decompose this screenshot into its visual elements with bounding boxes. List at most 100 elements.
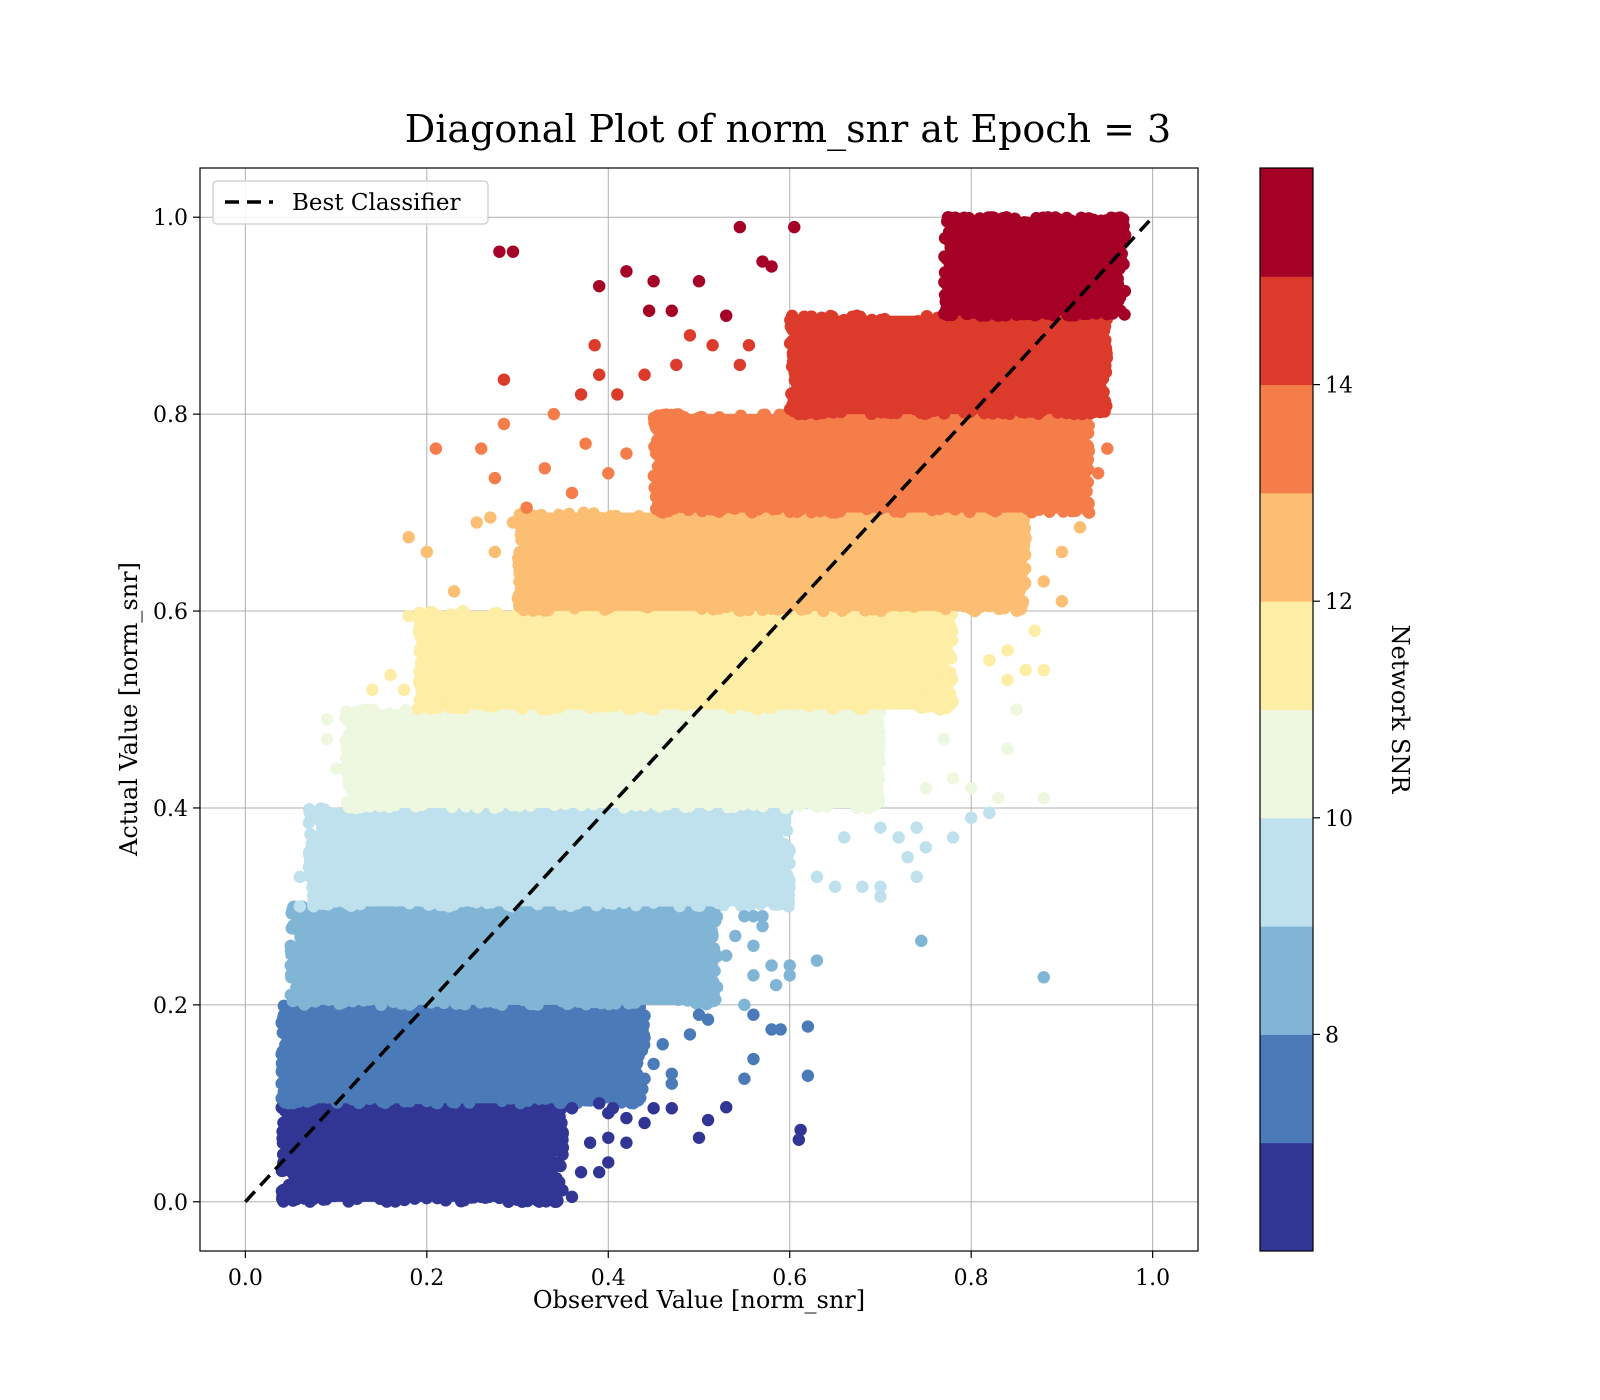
band-point (1004, 595, 1017, 608)
scatter-point (565, 486, 579, 500)
band-point (849, 785, 862, 798)
scatter-point (720, 1101, 733, 1114)
band-point (707, 894, 720, 907)
band-point (892, 402, 906, 415)
band-point (861, 749, 874, 762)
band-point (1081, 463, 1095, 476)
band-2 (284, 900, 724, 1011)
band-point (766, 856, 779, 869)
band-point (787, 697, 800, 710)
scatter-point (801, 1020, 815, 1033)
scatter-point (647, 1057, 660, 1071)
band-body (352, 709, 874, 808)
band-point (533, 992, 547, 1006)
band-point (557, 1093, 571, 1107)
scatter-point (919, 841, 933, 854)
colorbar-label: Network SNR (1386, 625, 1414, 795)
band-point (984, 502, 998, 516)
band-point (716, 502, 730, 516)
scatter-point (284, 939, 297, 952)
band-point (915, 701, 928, 715)
band-point (829, 506, 842, 519)
band-point (927, 404, 941, 417)
colorbar (1260, 168, 1313, 1252)
scatter-point (574, 388, 588, 401)
scatter-point (665, 304, 678, 317)
scatter-point (701, 1113, 715, 1127)
band-point (953, 252, 966, 265)
band-point (533, 1101, 546, 1114)
band-point (783, 402, 797, 416)
band-point (357, 704, 371, 717)
scatter-point (506, 245, 520, 258)
band-point (373, 1192, 387, 1205)
band-point (623, 797, 636, 811)
band-point (1007, 213, 1020, 227)
band-point (521, 1094, 534, 1108)
band-point (802, 379, 816, 392)
band-point (1025, 303, 1039, 317)
band-point (1080, 325, 1094, 338)
band-point (849, 725, 862, 738)
band-point (352, 1096, 366, 1110)
band-point (888, 505, 902, 518)
band-point (1020, 502, 1034, 515)
scatter-point (1001, 673, 1014, 687)
scatter-point (792, 1133, 805, 1146)
y-tick-label: 0.2 (153, 994, 188, 1019)
band-point (1084, 406, 1097, 420)
band-point (943, 304, 956, 318)
band-point (704, 956, 717, 969)
scatter-point (529, 1126, 542, 1140)
band-point (861, 501, 874, 515)
scatter-point (284, 988, 297, 1002)
band-point (373, 799, 387, 813)
band-point (590, 898, 603, 912)
band-point (702, 798, 716, 811)
colorbar-tick-label: 10 (1325, 807, 1353, 832)
scatter-point (647, 1102, 660, 1115)
scatter-point (611, 1023, 624, 1036)
band-point (727, 800, 741, 814)
band-point (1093, 229, 1106, 242)
band-point (442, 900, 456, 913)
band-point (667, 468, 680, 482)
band-point (298, 1192, 311, 1205)
x-tick-label: 0.2 (409, 1266, 444, 1291)
band-point (303, 805, 316, 819)
band-point (654, 505, 667, 518)
scatter-point (946, 772, 960, 785)
band-point (938, 232, 952, 245)
scatter-point (620, 1136, 633, 1149)
band-point (993, 602, 1006, 615)
band-point (541, 1166, 554, 1179)
band-point (938, 250, 951, 263)
band-point (408, 1192, 422, 1205)
band-point (1118, 284, 1132, 298)
band-point (322, 993, 335, 1006)
band-point (820, 796, 834, 810)
band-point (783, 505, 797, 518)
scatter-point (593, 1097, 606, 1110)
band-point (795, 388, 808, 401)
band-point (713, 411, 726, 424)
band-point (602, 700, 615, 713)
band-point (415, 700, 428, 714)
band-point (595, 511, 608, 525)
band-point (450, 1092, 463, 1105)
band-point (632, 1022, 645, 1036)
scatter-point (1028, 624, 1041, 637)
band-point (403, 896, 416, 910)
x-tick-label: 0.6 (772, 1266, 807, 1291)
band-point (768, 898, 781, 911)
band-point (805, 796, 819, 810)
band-point (784, 313, 797, 327)
band-point (526, 599, 540, 613)
band-point (948, 237, 961, 250)
band-point (1004, 403, 1017, 417)
band-point (632, 509, 646, 523)
band-point (535, 508, 548, 522)
band-point (1034, 402, 1048, 415)
band-point (957, 241, 971, 254)
